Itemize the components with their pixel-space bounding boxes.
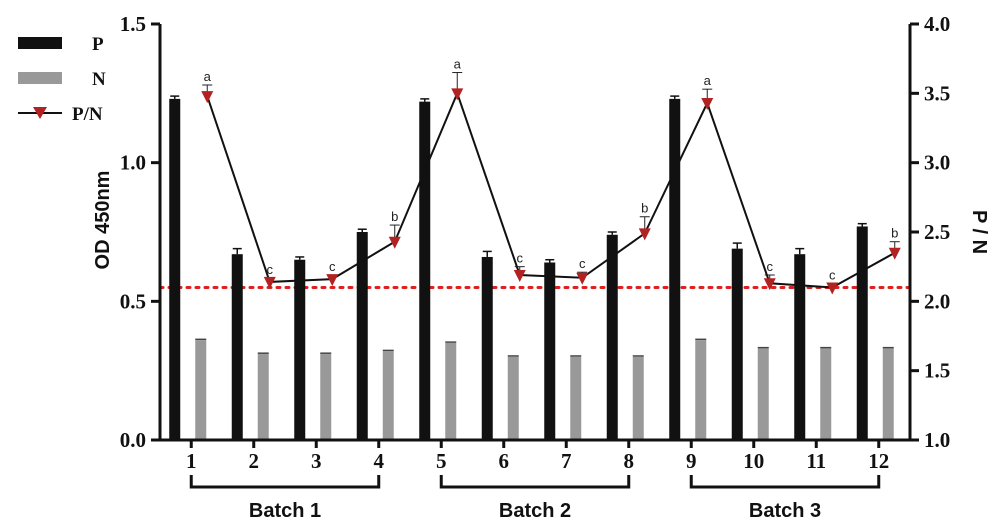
bar-p-6 (481, 256, 493, 440)
legend-marker-pn (33, 107, 47, 119)
legend-swatch-n (18, 72, 62, 84)
significance-letter-12: b (891, 226, 898, 241)
group-label-3: Batch 3 (749, 500, 821, 522)
marker-pn-4 (388, 236, 401, 249)
bar-p-10 (731, 248, 743, 440)
line-pn (206, 90, 896, 289)
x-tick-label-7: 7 (561, 449, 572, 473)
bar-n-10 (757, 348, 769, 440)
legend-swatch-p (18, 37, 62, 49)
y-right-tick-label-0: 1.0 (924, 428, 950, 452)
marker-pn-11 (826, 282, 839, 295)
legend-item-p: P (18, 34, 104, 55)
legend-item-pn: P/N (18, 104, 103, 125)
marker-pn-5 (451, 88, 464, 101)
significance-letter-8: b (641, 201, 648, 216)
y-left-tick-label-3: 1.5 (120, 12, 146, 36)
bar-n-7 (570, 356, 582, 440)
bar-n-12 (882, 348, 894, 440)
bar-n-4 (382, 351, 394, 440)
bar-p-9 (669, 98, 681, 440)
bar-n-6 (507, 356, 519, 440)
bar-p-8 (606, 234, 618, 440)
x-tick-label-3: 3 (311, 449, 322, 473)
legend-label-p: P (92, 34, 104, 55)
bar-p-2 (231, 254, 243, 440)
x-tick-label-11: 11 (806, 449, 826, 473)
y-left-tick-label-1: 0.5 (120, 289, 146, 313)
marker-pn-2 (263, 276, 276, 289)
group-bracket-3 (689, 475, 881, 489)
y-right-tick-label-2: 2.0 (924, 289, 950, 313)
group-label-1: Batch 1 (249, 500, 321, 522)
y-right-tick-label-1: 1.5 (924, 359, 950, 383)
marker-pn-3 (326, 274, 339, 287)
x-tick-label-5: 5 (436, 449, 447, 473)
bar-n-2 (257, 354, 269, 440)
marker-pn-10 (763, 278, 776, 291)
y-right-tick-label-6: 4.0 (924, 12, 950, 36)
x-tick-label-2: 2 (249, 449, 260, 473)
legend-item-n: N (18, 69, 106, 90)
marker-pn-6 (513, 269, 526, 282)
legend-label-pn: P/N (72, 104, 103, 125)
bar-n-9 (695, 340, 707, 440)
x-tick-label-6: 6 (499, 449, 510, 473)
x-tick-label-1: 1 (186, 449, 197, 473)
significance-letter-10: c (767, 259, 774, 274)
x-tick-label-12: 12 (868, 449, 889, 473)
marker-pn-12 (888, 247, 901, 260)
x-tick-label-4: 4 (374, 449, 385, 473)
y-left-tick-label-2: 1.0 (120, 151, 146, 175)
bar-n-1 (195, 340, 207, 440)
group-bracket-1 (189, 475, 381, 489)
bar-p-7 (544, 262, 556, 440)
bar-n-3 (320, 354, 332, 440)
significance-letter-2: c (267, 262, 274, 277)
marker-pn-7 (576, 272, 589, 285)
group-label-2: Batch 2 (499, 500, 571, 522)
legend-label-n: N (92, 69, 106, 90)
significance-letter-5: a (454, 57, 462, 72)
y-right-tick-label-4: 3.0 (924, 151, 950, 175)
y-axis-right-title: P / N (968, 210, 990, 254)
y-right-tick-label-3: 2.5 (924, 220, 950, 244)
significance-letter-7: c (579, 256, 586, 271)
bar-p-3 (294, 259, 306, 440)
bar-p-12 (856, 226, 868, 440)
bar-n-11 (820, 348, 832, 440)
x-tick-label-9: 9 (686, 449, 697, 473)
bar-n-5 (445, 342, 457, 440)
bar-p-5 (419, 101, 431, 441)
y-axis-left-title: OD 450nm (92, 171, 114, 270)
marker-pn-1 (201, 91, 214, 104)
significance-letter-9: a (704, 73, 712, 88)
bar-p-4 (356, 232, 368, 440)
x-tick-label-8: 8 (624, 449, 635, 473)
bar-p-11 (794, 254, 806, 440)
significance-letter-3: c (329, 259, 336, 274)
y-right-tick-label-5: 3.5 (924, 81, 950, 105)
marker-pn-9 (701, 98, 714, 111)
significance-letter-11: c (829, 267, 836, 282)
significance-letter-1: a (204, 69, 212, 84)
x-tick-label-10: 10 (743, 449, 764, 473)
group-bracket-2 (439, 475, 631, 489)
y-left-tick-label-0: 0.0 (120, 428, 146, 452)
legend: P N P/N (18, 34, 106, 125)
bar-n-8 (632, 356, 644, 440)
significance-letter-6: c (517, 251, 524, 266)
marker-pn-8 (638, 228, 651, 241)
bar-p-1 (169, 98, 181, 440)
significance-letter-4: b (391, 209, 398, 224)
